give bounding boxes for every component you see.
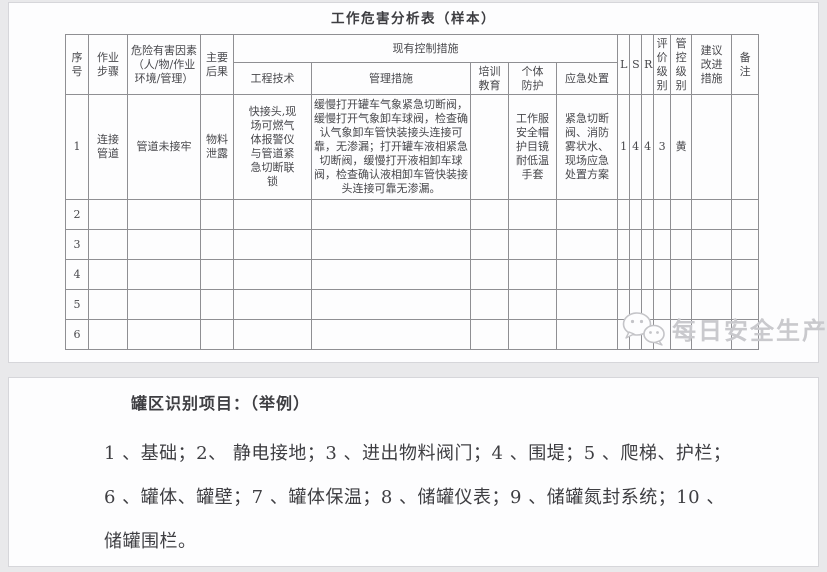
cell-seq: 2 xyxy=(65,199,89,230)
cell-remark xyxy=(731,94,760,200)
table-row: 6 xyxy=(65,319,760,350)
col-header-consequence: 主要 后果 xyxy=(200,34,234,95)
jha-sheet: 工作危害分析表（样本） 序 号 作业 步骤 危险有害因素 （人/物/作业 环境/… xyxy=(8,2,826,363)
col-header-emergency: 应急处置 xyxy=(555,62,619,95)
cell-emergency: 紧急切断 阀、消防 雾状水、 现场应急 处置方案 xyxy=(555,94,619,200)
table-row: 4 xyxy=(65,259,760,290)
cell-seq: 6 xyxy=(65,319,89,350)
col-header-step: 作业 步骤 xyxy=(88,34,128,95)
cell-seq: 3 xyxy=(65,229,89,260)
page-title: 工作危害分析表（样本） xyxy=(331,11,496,27)
cell-training xyxy=(470,94,509,200)
col-header-existing-controls: 现有控制措施 xyxy=(232,34,619,63)
cell-hazard: 管道未接牢 xyxy=(127,94,201,200)
col-header-ppe: 个体 防护 xyxy=(508,62,557,95)
table-row: 3 xyxy=(65,229,760,260)
cell-eval-level: 3 xyxy=(653,94,672,200)
col-header-management: 管理措施 xyxy=(311,62,471,95)
col-header-engineering: 工程技术 xyxy=(233,62,312,95)
cell-seq: 1 xyxy=(65,94,89,200)
cell-seq: 4 xyxy=(65,259,89,290)
header-row-2: 工程技术 管理措施 培训 教育 个体 防护 应急处置 xyxy=(66,62,759,95)
cell-seq: 5 xyxy=(65,289,89,320)
col-header-r: R xyxy=(641,34,655,95)
table-row: 5 xyxy=(65,289,760,320)
notes-heading: 罐区识别项目：（举例） xyxy=(131,394,311,413)
table-row: 1 连接 管道 管道未接牢 物料 泄露 快接头,现 场可燃气 体报警仪 与管道紧… xyxy=(65,94,760,200)
col-header-hazard: 危险有害因素 （人/物/作业 环境/管理） xyxy=(127,34,201,95)
cell-control-level: 黄 xyxy=(670,94,693,200)
cell-consequence: 物料 泄露 xyxy=(200,94,234,200)
cell-engineering: 快接头,现 场可燃气 体报警仪 与管道紧 急切断联 锁 xyxy=(233,94,312,200)
cell-ppe: 工作服 安全帽 护目镜 耐低温 手套 xyxy=(508,94,557,200)
cell-management: 缓慢打开罐车气象紧急切断阀， 缓慢打开气象卸车球阀，检查确 认气象卸车管快装接头… xyxy=(311,94,471,200)
col-header-remark: 备 注 xyxy=(731,34,760,95)
col-header-control-level: 管 控 级 别 xyxy=(670,34,693,95)
header-row-1: 序 号 作业 步骤 危险有害因素 （人/物/作业 环境/管理） 主要 后果 现有… xyxy=(65,34,760,95)
notes-body: 1 、基础；2、 静电接地；3 、进出物料阀门；4 、围堤；5 、爬梯、护栏；6… xyxy=(104,443,732,552)
table-row: 2 xyxy=(65,199,760,230)
col-header-s: S xyxy=(629,34,643,95)
jha-table: 序 号 作业 步骤 危险有害因素 （人/物/作业 环境/管理） 主要 后果 现有… xyxy=(65,34,760,350)
cell-r: 4 xyxy=(641,94,655,200)
col-header-l: L xyxy=(617,34,631,95)
cell-s: 4 xyxy=(629,94,643,200)
col-header-eval-level: 评 价 级 别 xyxy=(653,34,672,95)
cell-suggestion xyxy=(691,94,733,200)
cell-l: 1 xyxy=(617,94,631,200)
notes-section: 罐区识别项目：（举例） 1 、基础；2、 静电接地；3 、进出物料阀门；4 、围… xyxy=(8,377,819,567)
col-header-suggestion: 建议 改进 措施 xyxy=(691,34,733,95)
col-header-seq: 序 号 xyxy=(65,34,89,95)
col-header-training: 培训 教育 xyxy=(470,62,509,95)
cell-step: 连接 管道 xyxy=(88,94,128,200)
